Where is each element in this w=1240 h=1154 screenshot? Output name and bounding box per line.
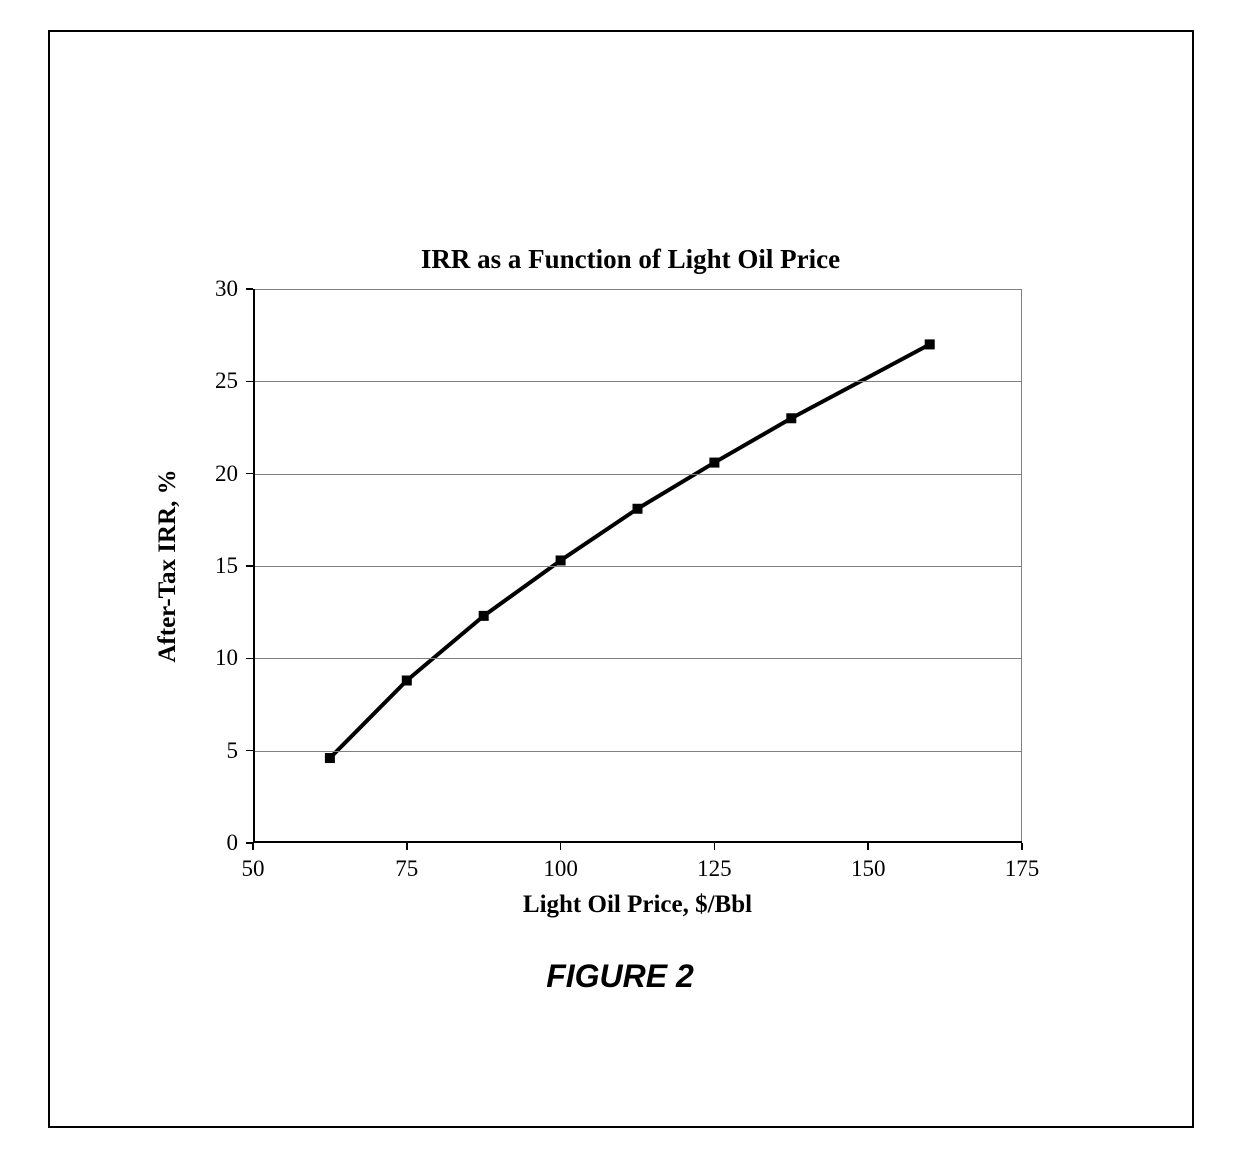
x-axis-line	[253, 841, 1022, 843]
x-axis-tick-label: 50	[223, 856, 283, 882]
y-axis-label: After-Tax IRR, %	[154, 469, 182, 662]
figure-caption: FIGURE 2	[440, 958, 800, 995]
gridline-horizontal	[253, 658, 1022, 659]
x-axis-tick-label: 175	[992, 856, 1052, 882]
series-marker	[479, 611, 489, 621]
y-axis-tick-label: 10	[198, 645, 238, 671]
series-line	[330, 344, 930, 758]
x-axis-tick	[1021, 843, 1023, 850]
x-axis-tick	[252, 843, 254, 850]
chart-title: IRR as a Function of Light Oil Price	[333, 244, 928, 275]
series-marker	[556, 555, 566, 565]
x-axis-tick-label: 125	[684, 856, 744, 882]
x-axis-tick	[560, 843, 562, 850]
x-axis-tick-label: 75	[377, 856, 437, 882]
page-root: IRR as a Function of Light Oil Price Lig…	[0, 0, 1240, 1154]
gridline-horizontal	[253, 381, 1022, 382]
gridline-horizontal	[253, 751, 1022, 752]
y-axis-tick	[246, 381, 253, 383]
x-axis-tick	[714, 843, 716, 850]
y-axis-tick	[246, 473, 253, 475]
series-marker	[402, 675, 412, 685]
y-axis-tick-label: 15	[198, 553, 238, 579]
y-axis-tick	[246, 565, 253, 567]
series-marker	[709, 458, 719, 468]
y-axis-line	[253, 289, 255, 843]
x-axis-tick-label: 100	[531, 856, 591, 882]
y-axis-tick	[246, 658, 253, 660]
x-axis-label: Light Oil Price, $/Bbl	[253, 891, 1022, 919]
y-axis-tick-label: 5	[198, 738, 238, 764]
y-axis-tick-label: 25	[198, 368, 238, 394]
series-marker	[633, 504, 643, 514]
y-axis-tick-label: 20	[198, 461, 238, 487]
series-marker	[325, 753, 335, 763]
x-axis-tick	[406, 843, 408, 850]
x-axis-tick-label: 150	[838, 856, 898, 882]
y-axis-tick-label: 0	[198, 830, 238, 856]
plot-area	[253, 289, 1022, 843]
y-axis-tick	[246, 288, 253, 290]
x-axis-tick	[867, 843, 869, 850]
y-axis-tick-label: 30	[198, 276, 238, 302]
gridline-horizontal	[253, 474, 1022, 475]
y-axis-tick	[246, 750, 253, 752]
series-marker	[925, 339, 935, 349]
gridline-horizontal	[253, 566, 1022, 567]
series-marker	[786, 413, 796, 423]
